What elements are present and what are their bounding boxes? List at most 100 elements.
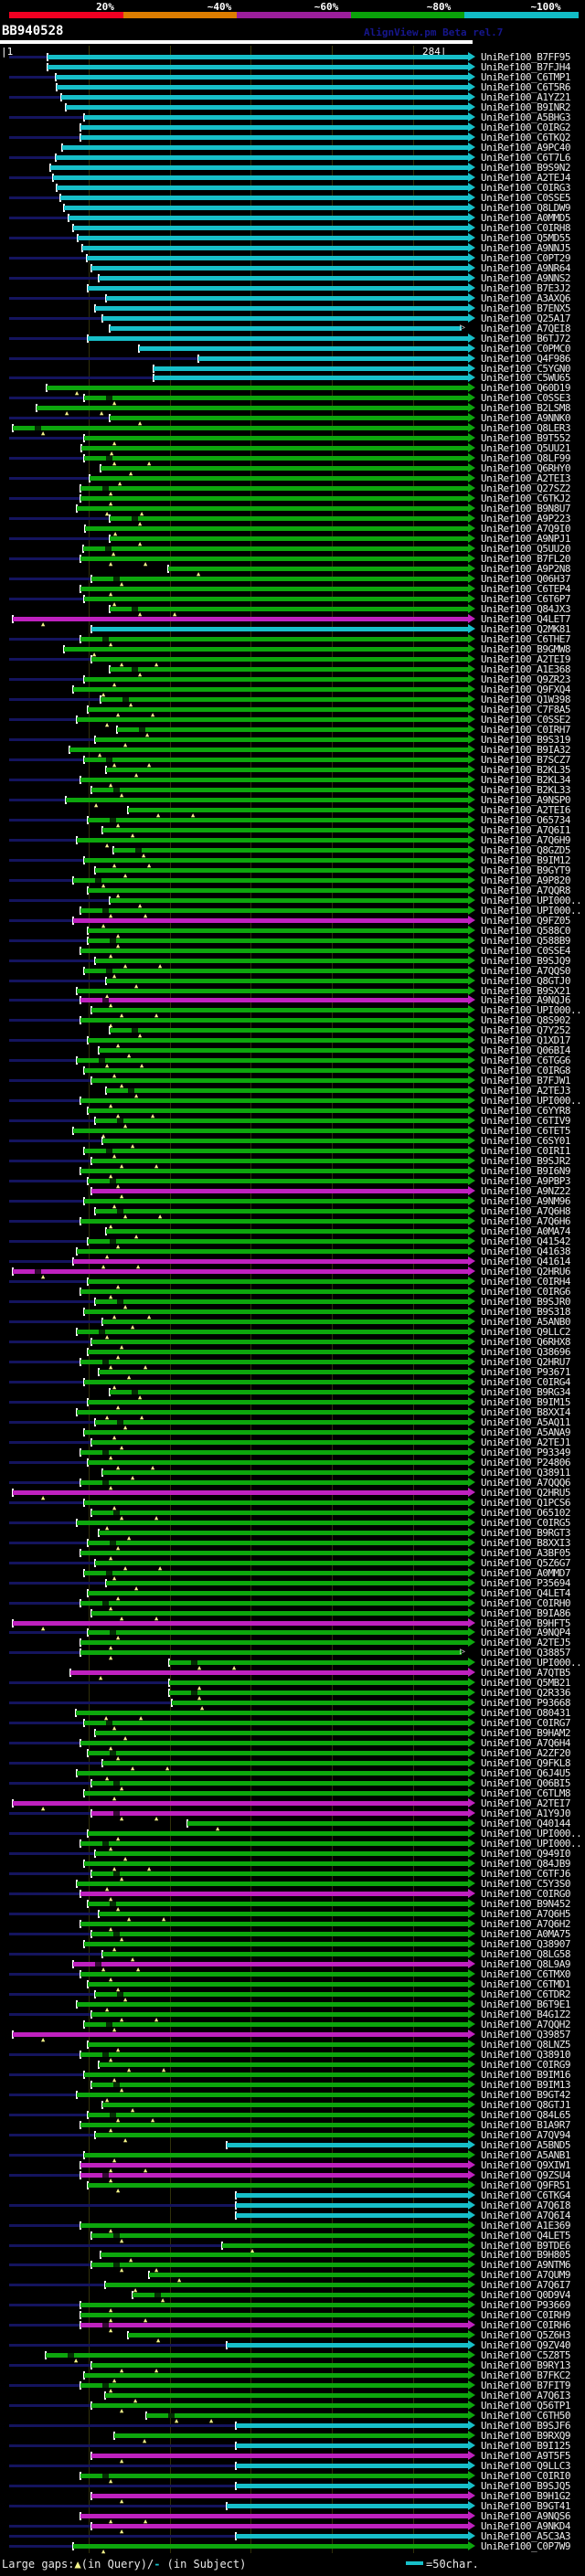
query-gap-triangle-icon: ▲ <box>120 1343 124 1351</box>
query-gap-triangle-icon: ▲ <box>41 429 46 437</box>
subject-overhang-line <box>9 799 66 801</box>
query-gap-triangle-icon: ▲ <box>120 1615 124 1622</box>
alignment-end-open-arrow-icon: ▷ <box>460 1647 466 1657</box>
subject-gap-notch <box>102 2383 109 2388</box>
query-gap-triangle-icon: ▲ <box>116 1544 121 1552</box>
subject-continues-arrow-icon <box>468 2030 475 2039</box>
subject-gap-notch <box>117 1992 123 1997</box>
alignment-bar <box>227 2343 468 2348</box>
hit-label: UniRef100_A7QQR8 <box>481 885 570 896</box>
hit-label: UniRef100_B9INR2 <box>481 101 570 113</box>
hit-label: UniRef100_Q4LET7 <box>481 613 570 625</box>
identity-scale-label: ~100% <box>530 1 561 13</box>
hit-label: UniRef100_A7QV94 <box>481 2129 570 2141</box>
alignment-bar <box>57 85 468 90</box>
subject-continues-arrow-icon <box>468 674 475 684</box>
query-gap-triangle-icon: ▲ <box>116 1353 121 1361</box>
query-gap-triangle-icon: ▲ <box>216 1825 220 1832</box>
subject-continues-arrow-icon <box>468 1708 475 1717</box>
subject-continues-arrow-icon <box>468 524 475 533</box>
subject-continues-arrow-icon <box>468 112 475 122</box>
subject-overhang-line <box>9 718 77 721</box>
subject-continues-arrow-icon <box>468 1929 475 1938</box>
query-gap-triangle-icon: ▲ <box>154 2266 159 2274</box>
subject-continues-arrow-icon <box>468 243 475 252</box>
subject-continues-arrow-icon <box>468 1498 475 1507</box>
alignment-bar <box>91 1078 468 1083</box>
alignment-bar <box>102 2103 468 2107</box>
subject-overhang-line <box>9 1892 80 1895</box>
hit-label: UniRef100_C6TH50 <box>481 2410 570 2422</box>
query-gap-triangle-icon: ▲ <box>41 1494 46 1501</box>
subject-gap-notch <box>110 1630 116 1635</box>
query-gap-triangle-icon: ▲ <box>175 2417 179 2424</box>
identity-scale-label: 20% <box>96 1 114 13</box>
alignment-bar <box>88 1630 468 1635</box>
subject-continues-arrow-icon <box>468 1638 475 1647</box>
hit-label: UniRef100_A1E368 <box>481 663 570 675</box>
subject-continues-arrow-icon <box>468 1618 475 1627</box>
hit-label: UniRef100_A7Q6I3 <box>481 2390 570 2401</box>
hit-label: UniRef100_B9IM12 <box>481 854 570 866</box>
hit-label: UniRef100_Q4F986 <box>481 353 570 365</box>
query-gap-triangle-icon: ▲ <box>154 1514 159 1521</box>
subject-continues-arrow-icon <box>468 1598 475 1607</box>
query-gap-triangle-icon: ▲ <box>134 1233 139 1240</box>
query-gap-triangle-icon: ▲ <box>109 2477 113 2485</box>
hit-label: UniRef100_Q39857 <box>481 2029 570 2041</box>
query-gap-triangle-icon: ▲ <box>123 1734 128 1742</box>
hit-label: UniRef100_A9NSP0 <box>481 794 570 806</box>
subject-overhang-line <box>9 1681 169 1684</box>
query-gap-triangle-icon: ▲ <box>147 862 152 869</box>
subject-overhang-line <box>9 1582 106 1585</box>
alignment-bar <box>80 2163 468 2168</box>
alignment-bar <box>56 155 468 160</box>
alignment-bar <box>61 95 468 100</box>
subject-continues-arrow-icon <box>468 383 475 392</box>
alignment-bar <box>80 1450 468 1455</box>
alignment-bar <box>91 2494 468 2498</box>
hit-label: UniRef100_C0IRH0 <box>481 1597 570 1609</box>
alignment-bar <box>88 1982 468 1987</box>
hit-label: UniRef100_C6TLM8 <box>481 1787 570 1799</box>
query-gap-triangle-icon: ▲ <box>109 2327 113 2334</box>
hit-label: UniRef100_A1Y9J0 <box>481 1807 570 1819</box>
alignment-bar <box>50 165 468 170</box>
query-gap-triangle-icon: ▲ <box>134 771 139 779</box>
alignment-bar <box>99 1048 468 1053</box>
subject-gap-notch <box>113 1511 120 1515</box>
query-gap-triangle-icon: ▲ <box>129 701 133 708</box>
query-gap-triangle-icon: ▲ <box>112 600 117 608</box>
hit-label: UniRef100_C6TFJ6 <box>481 1868 570 1880</box>
query-gap-triangle-icon: ▲ <box>123 1303 128 1310</box>
subject-continues-arrow-icon <box>468 1236 475 1246</box>
hit-label: UniRef100_Q40144 <box>481 1818 570 1829</box>
subject-continues-arrow-icon <box>468 835 475 844</box>
subject-continues-arrow-icon <box>468 1327 475 1336</box>
query-gap-triangle-icon: ▲ <box>158 962 163 970</box>
hit-label: UniRef100_C6T5R6 <box>481 81 570 93</box>
subject-gap-notch <box>102 998 109 1002</box>
query-gap-triangle-icon: ▲ <box>131 1323 135 1330</box>
alignment-bar <box>91 1611 468 1616</box>
subject-continues-arrow-icon <box>468 2501 475 2510</box>
hit-label: UniRef100_UPI000.. <box>481 1095 582 1107</box>
query-gap-triangle-icon: ▲ <box>138 671 143 678</box>
query-gap-triangle-icon: ▲ <box>92 651 97 658</box>
alignment-bar <box>13 1490 468 1495</box>
alignment-bar <box>169 1680 468 1685</box>
alignment-bar <box>13 2032 468 2037</box>
query-gap-triangle-icon: ▲ <box>156 2337 161 2344</box>
subject-continues-arrow-icon <box>468 2541 475 2550</box>
hit-label: UniRef100_C5YGN0 <box>481 363 570 375</box>
subject-continues-arrow-icon <box>468 1919 475 1928</box>
subject-overhang-line <box>9 578 91 580</box>
hit-label: UniRef100_A7Q6H5 <box>481 1908 570 1920</box>
query-gap-triangle-icon: ▲ <box>142 852 146 859</box>
alignment-bar <box>95 737 468 742</box>
query-bar <box>0 40 473 44</box>
subject-overhang-line <box>9 196 60 199</box>
query-gap-triangle-icon: ▲ <box>112 1203 117 1210</box>
subject-overhang-line <box>9 2204 236 2207</box>
query-gap-triangle-icon: ▲ <box>109 1744 113 1752</box>
